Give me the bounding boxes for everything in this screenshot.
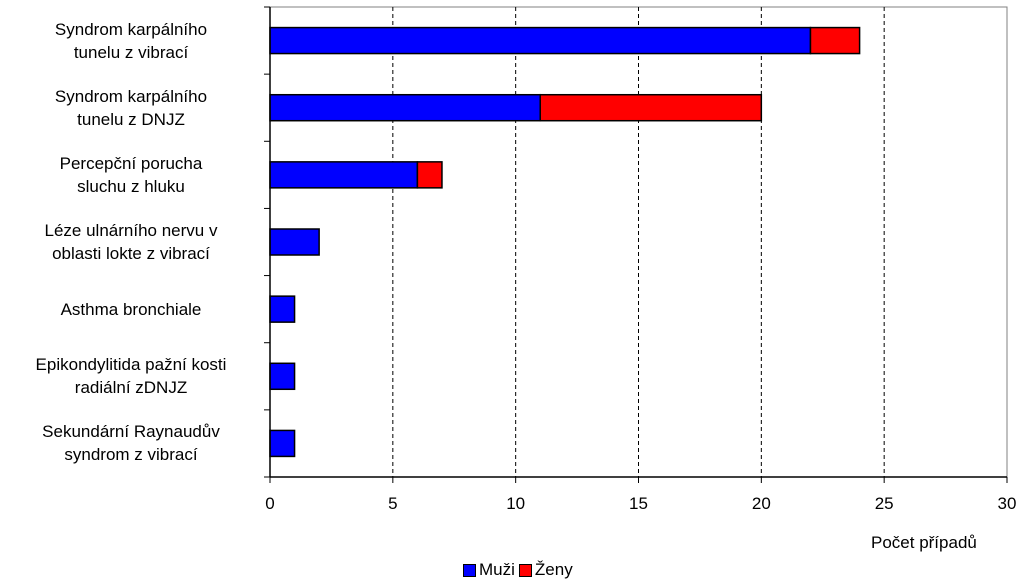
bar-muži-1 [269, 93, 541, 122]
category-label-line: radiální zDNJZ [74, 378, 188, 398]
bar-muži-4 [269, 295, 296, 323]
category-label-line: Asthma bronchiale [60, 299, 202, 319]
bar-ženy-0 [809, 26, 861, 55]
legend-label-zeny: Ženy [534, 560, 573, 579]
category-label-line: Syndrom karpálního [54, 86, 208, 106]
category-label-line: tunelu z vibrací [73, 42, 189, 62]
x-tick-label-10: 10 [506, 494, 526, 513]
category-label-line: Syndrom karpálního [54, 19, 208, 39]
legend-item-zeny: Ženy [518, 560, 573, 580]
category-label-0: Syndrom karpálního tunelu z vibrací [0, 18, 262, 64]
bar-muži-5 [269, 362, 296, 391]
legend-label-muzi: Muži [479, 560, 515, 579]
category-label-line: Epikondylitida pažní kosti [35, 355, 227, 375]
category-label-line: tunelu z DNJZ [77, 109, 185, 129]
category-label-6: Sekundární Raynaudův syndrom z vibrací [0, 420, 262, 466]
x-tick-label-25: 25 [874, 494, 894, 513]
category-label-1: Syndrom karpálního tunelu z DNJZ [0, 85, 262, 131]
legend: Muži Ženy [463, 560, 577, 580]
x-tick-label-0: 0 [265, 494, 275, 513]
bar-muži-0 [269, 26, 812, 55]
legend-item-muzi: Muži [463, 560, 515, 580]
category-label-4: Asthma bronchiale [0, 298, 262, 321]
bar-muži-6 [269, 429, 296, 458]
category-label-line: sluchu z hluku [77, 176, 185, 196]
x-tick-label-30: 30 [997, 494, 1017, 513]
category-label-line: syndrom z vibrací [64, 445, 198, 465]
category-label-5: Epikondylitida pažní kosti radiální zDNJZ [0, 353, 262, 399]
category-label-line: Percepční porucha [59, 153, 203, 173]
legend-swatch-muzi [463, 563, 476, 577]
bar-muži-3 [269, 228, 320, 256]
category-label-line: Léze ulnárního nervu v [44, 221, 218, 240]
bar-ženy-1 [539, 93, 763, 122]
category-label-3: Léze ulnárního nervu v oblasti lokte z vi… [0, 219, 262, 265]
category-label-2: Percepční porucha sluchu z hluku [0, 152, 262, 198]
category-label-line: oblasti lokte z vibrací [52, 244, 210, 263]
bar-muži-2 [269, 161, 419, 189]
x-axis-title: Počet případů [871, 533, 977, 552]
x-tick-label-5: 5 [388, 494, 398, 513]
x-tick-label-15: 15 [629, 494, 648, 513]
bar-ženy-2 [416, 161, 443, 189]
category-label-line: Sekundární Raynaudův [42, 422, 220, 442]
legend-swatch-zeny [518, 563, 532, 577]
x-tick-label-20: 20 [751, 494, 771, 513]
